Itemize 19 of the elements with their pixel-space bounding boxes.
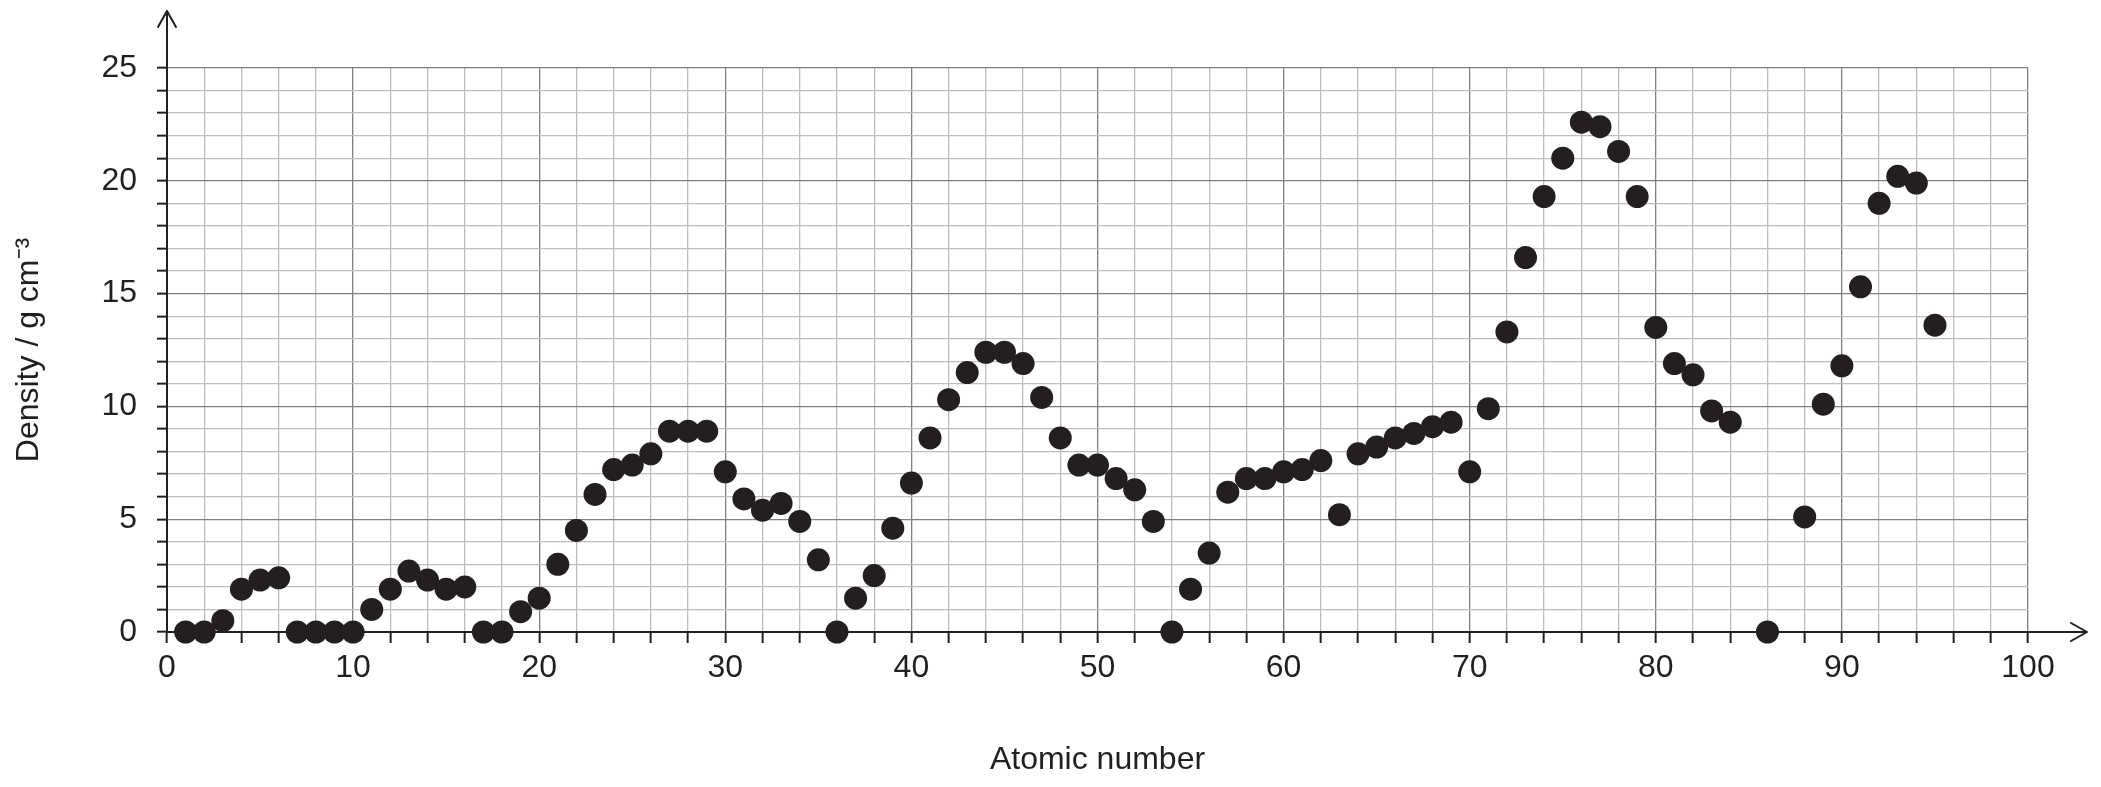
y-tick-label: 0 — [119, 611, 137, 648]
y-tick-label: 15 — [101, 273, 137, 310]
x-tick-label: 60 — [1265, 648, 1302, 685]
y-tick-label: 5 — [119, 499, 137, 536]
y-tick-label: 10 — [101, 386, 137, 423]
x-tick-label: 10 — [335, 648, 371, 685]
x-tick-label: 80 — [1638, 648, 1674, 685]
y-tick-label: 25 — [101, 47, 137, 84]
y-axis-title: Density / g cm⁻³ — [9, 237, 46, 463]
x-tick-label: 90 — [1824, 648, 1860, 685]
x-tick-label: 40 — [893, 648, 930, 685]
x-tick-label: 70 — [1451, 648, 1488, 685]
x-tick-label: 50 — [1079, 648, 1116, 685]
x-tick-label: 30 — [707, 648, 744, 685]
x-axis-title: Atomic number — [989, 739, 1206, 776]
x-tick-label: 100 — [2001, 648, 2055, 685]
x-tick-label: 20 — [521, 648, 557, 685]
x-tick-label: 0 — [158, 648, 176, 685]
y-tick-label: 20 — [101, 160, 137, 197]
